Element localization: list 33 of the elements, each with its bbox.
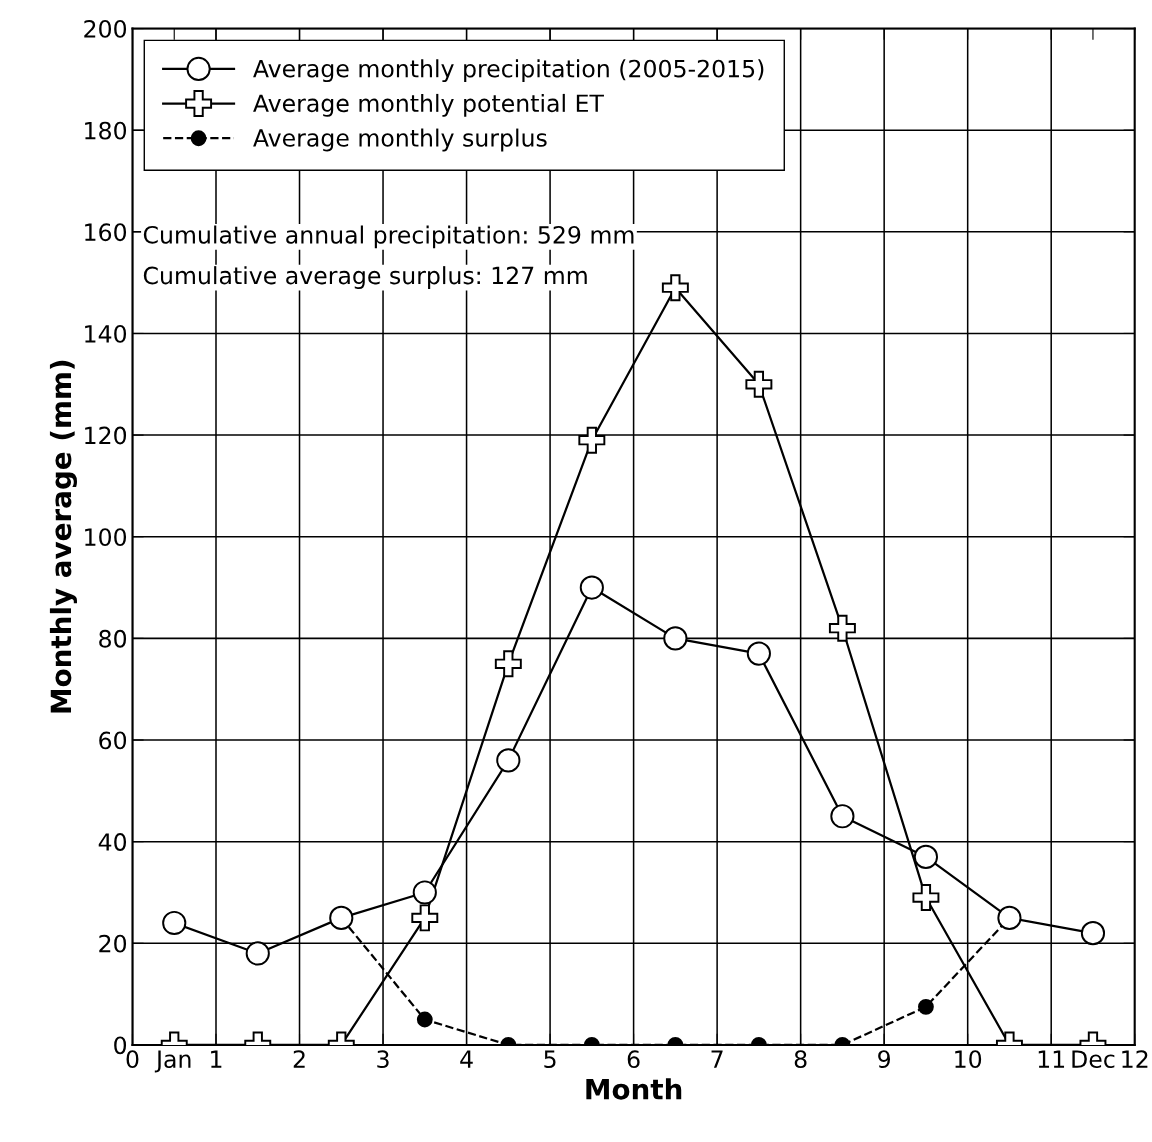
annotation: Cumulative average surplus: 127 mm xyxy=(143,266,587,289)
x-tick-label: 1 xyxy=(211,1050,222,1068)
legend-label: Average monthly precipitation (2005-2015) xyxy=(253,59,764,83)
y-tick-label: 180 xyxy=(85,121,127,140)
y-tick-label: 80 xyxy=(99,629,127,648)
x-tick-label: 8 xyxy=(794,1050,807,1069)
x-tick-label: 2 xyxy=(293,1050,305,1068)
y-tick-label: 20 xyxy=(99,934,127,953)
x-tick-label: Dec xyxy=(1072,1050,1115,1069)
x-tick-label: 10 xyxy=(955,1050,982,1069)
legend-label: Average monthly potential ET xyxy=(253,93,604,117)
x-tick-label: 12 xyxy=(1122,1050,1148,1068)
y-tick-label: 120 xyxy=(85,426,127,445)
x-tick-label: Jan xyxy=(154,1050,191,1073)
y-tick-label: 160 xyxy=(85,223,127,242)
legend-label: Average monthly surplus xyxy=(253,128,547,152)
x-tick-label: 3 xyxy=(377,1050,389,1069)
y-tick-label: 200 xyxy=(84,20,127,38)
y-tick-label: 40 xyxy=(98,833,127,851)
y-axis-title: Monthly average (mm) xyxy=(49,360,77,713)
x-tick-label: 9 xyxy=(878,1050,891,1069)
x-tick-label: 11 xyxy=(1038,1050,1065,1068)
annotation: Cumulative annual precipitation: 529 mm xyxy=(143,225,634,249)
x-axis-title: Month xyxy=(586,1078,682,1100)
y-tick-label: 140 xyxy=(85,324,127,343)
x-tick-label: 4 xyxy=(460,1050,473,1068)
x-tick-label: 7 xyxy=(711,1050,723,1068)
x-tick-label: 6 xyxy=(627,1050,640,1069)
y-tick-label: 100 xyxy=(85,528,127,547)
y-tick-label: 0 xyxy=(114,1036,127,1055)
x-tick-label: 0 xyxy=(126,1050,139,1069)
x-tick-label: 5 xyxy=(544,1050,556,1069)
y-tick-label: 60 xyxy=(99,731,127,750)
